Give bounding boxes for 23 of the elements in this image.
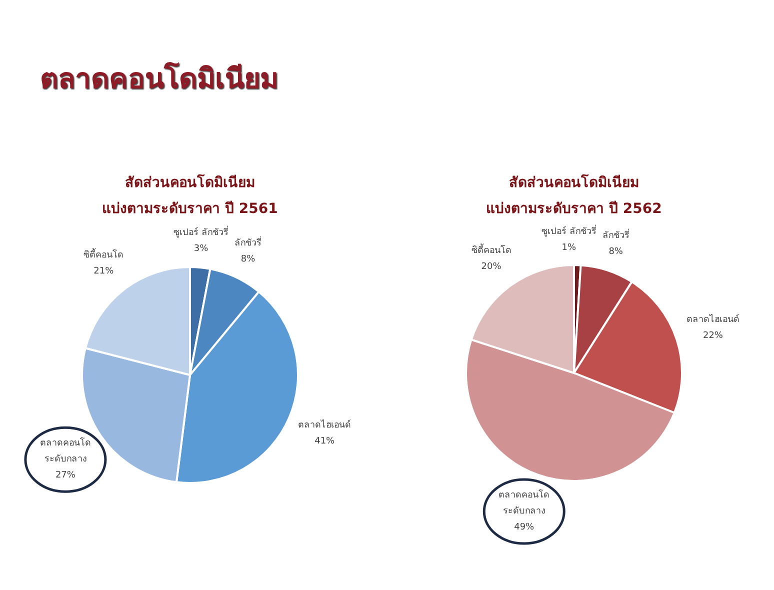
slice-label: ลักชัวรี่	[234, 236, 262, 249]
data-label: 8%	[240, 254, 256, 265]
data-label: 49%	[514, 522, 535, 533]
slice-label: ซิตี้คอนโด	[471, 243, 512, 256]
slice-label: ตลาดไฮเอนด์	[298, 418, 352, 430]
data-label: 21%	[94, 266, 114, 277]
chart-title: สัดส่วนคอนโดมิเนียม แบ่งตามระดับราคา ปี 2562	[486, 173, 662, 219]
text: ตลาดคอนโดมิเนียม	[40, 61, 278, 97]
slice-label: ตลาดคอนโด ระดับกลาง	[40, 438, 91, 465]
slice-label: ซิตี้คอนโด	[84, 248, 124, 261]
data-label: 20%	[481, 262, 502, 272]
data-label: 8%	[608, 247, 624, 258]
slice-label: ซูเปอร์ ลักชัวรี่	[174, 225, 229, 238]
slice-label: ซูเปอร์ ลักชัวรี่	[541, 224, 596, 238]
slice-label: ตลาดคอนโด ระดับกลาง	[498, 490, 550, 517]
data-label: 41%	[314, 436, 336, 446]
data-label: 27%	[55, 470, 76, 481]
data-label: 22%	[702, 330, 724, 341]
slice-label: ตลาดไฮเอนด์	[686, 312, 740, 325]
data-label: 3%	[194, 244, 209, 254]
slice-label: ลักชัวรี่	[602, 228, 630, 242]
chart-title: สัดส่วนคอนโดมิเนียม แบ่งตามระดับราคา ปี 2561	[102, 173, 278, 219]
data-label: 1%	[562, 243, 576, 254]
